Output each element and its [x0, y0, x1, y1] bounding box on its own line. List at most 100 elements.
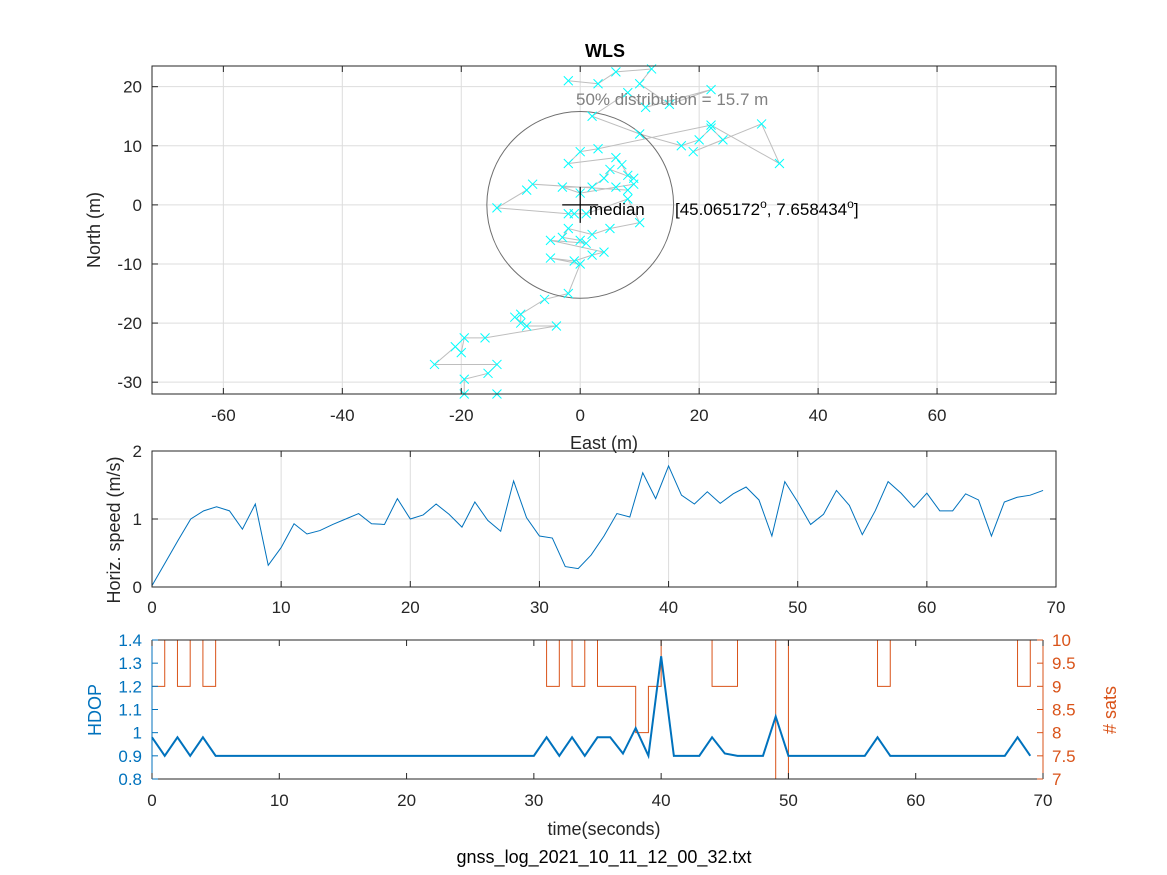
hdop-ticks: 0 10 20 30 40 50 60 70 0.8 0.9 1 1.1 1.2 1.3 1.4 7 7.5 8 8…	[118, 631, 1075, 810]
wls-axes-box	[151, 65, 1057, 395]
position-marker	[557, 232, 568, 243]
y-tick-label: 20	[123, 78, 142, 97]
y-tick-label: 1.3	[118, 654, 142, 673]
position-marker	[521, 185, 532, 195]
sats-line	[152, 639, 1031, 780]
position-marker	[563, 288, 574, 299]
position-marker	[515, 309, 526, 320]
x-tick-label: 20	[690, 406, 709, 425]
latlon-degree-1: o	[760, 197, 767, 211]
y-tick-label: 0	[133, 578, 142, 597]
x-tick-label: 0	[147, 791, 156, 810]
x-tick-label: 30	[524, 791, 543, 810]
x-tick-label: 40	[652, 791, 671, 810]
latlon-text-3: ]	[854, 200, 859, 219]
x-tick-label: -60	[211, 406, 236, 425]
position-marker	[509, 312, 520, 323]
y-tick-label: -20	[117, 314, 142, 333]
position-marker	[640, 102, 651, 113]
y-axis-label: Horiz. speed (m/s)	[104, 456, 124, 603]
wls-ticks: -60 -40 -20 0 20 40 60 -30 -20 -10 0 10 20	[117, 66, 1056, 425]
speed-panel: 0 10 20 30 40 50 60 70 0 1 2 Horiz. speed (m/s)	[104, 442, 1065, 617]
x-tick-label: 70	[1034, 791, 1053, 810]
x-tick-label: 50	[788, 598, 807, 617]
x-tick-label: 30	[530, 598, 549, 617]
position-marker	[599, 173, 609, 184]
position-marker	[581, 238, 592, 249]
hdop-axis-label: HDOP	[85, 684, 105, 736]
speed-line	[151, 464, 1044, 586]
x-tick-label: -40	[330, 406, 355, 425]
position-marker	[774, 158, 785, 169]
position-marker	[694, 135, 705, 145]
wls-grid	[152, 66, 1056, 394]
median-label: median	[589, 200, 645, 219]
position-marker	[545, 235, 556, 246]
x-tick-label: -20	[449, 406, 474, 425]
wls-panel: -60 -40 -20 0 20 40 60 -30 -20 -10 0 10 20 WLS 50% d…	[84, 41, 1057, 453]
position-marker	[459, 333, 470, 343]
x-tick-label: 40	[659, 598, 678, 617]
position-marker	[664, 99, 675, 110]
position-marker	[605, 223, 615, 234]
y-tick-label-right: 8	[1052, 724, 1061, 743]
position-marker	[492, 359, 502, 370]
position-marker	[587, 250, 597, 260]
median-cross	[562, 186, 599, 223]
x-axis-label: East (m)	[570, 433, 638, 453]
y-tick-label: -10	[117, 255, 142, 274]
position-marker	[718, 135, 728, 145]
position-marker	[622, 185, 633, 195]
x-tick-label: 60	[917, 598, 936, 617]
position-marker	[593, 78, 603, 89]
x-tick-label: 60	[906, 791, 925, 810]
position-marker	[616, 159, 627, 170]
hdop-line	[151, 656, 1032, 760]
y-tick-label: 2	[133, 442, 142, 461]
y-tick-label-right: 7	[1052, 770, 1061, 789]
y-tick-label: 0	[133, 196, 142, 215]
position-marker	[706, 123, 716, 133]
position-marker	[521, 321, 532, 331]
position-marker	[611, 67, 621, 77]
position-marker	[587, 182, 597, 193]
position-marker	[581, 208, 592, 219]
median-marker	[562, 186, 599, 223]
hdop-panel: 0 10 20 30 40 50 60 70 0.8 0.9 1 1.1 1.2 1.3 1.4 7 7.5 8 8…	[85, 631, 1120, 839]
position-marker	[450, 341, 461, 352]
latlon-text-2: , 7.658434	[767, 200, 847, 219]
position-marker	[557, 182, 568, 193]
x-tick-label: 20	[397, 791, 416, 810]
position-marker	[611, 152, 621, 163]
position-marker	[569, 208, 580, 219]
sats-axis-label: # sats	[1100, 686, 1120, 734]
x-tick-label: 20	[401, 598, 420, 617]
y-tick-label: 1	[133, 510, 142, 529]
y-tick-label: 1.1	[118, 701, 142, 720]
x-axis-label: time(seconds)	[547, 819, 660, 839]
position-marker	[634, 129, 645, 139]
position-marker	[611, 182, 621, 193]
position-marker	[480, 333, 490, 343]
x-tick-label: 0	[575, 406, 584, 425]
position-marker	[563, 223, 574, 234]
y-tick-label: 1	[133, 724, 142, 743]
position-marker	[492, 202, 502, 213]
position-marker	[593, 143, 603, 154]
x-tick-label: 70	[1047, 598, 1066, 617]
position-marker	[756, 119, 767, 129]
position-marker	[587, 111, 597, 122]
x-tick-label: 50	[779, 791, 798, 810]
position-marker	[599, 247, 609, 258]
speed-ticks: 0 10 20 30 40 50 60 70 0 1 2	[133, 442, 1066, 617]
position-marker	[634, 78, 645, 89]
position-marker	[575, 259, 586, 269]
distribution-label: 50% distribution = 15.7 m	[576, 90, 768, 109]
position-marker	[706, 120, 716, 130]
y-tick-label-right: 9	[1052, 677, 1061, 696]
wls-points	[429, 64, 785, 399]
y-axis-label: North (m)	[84, 192, 104, 268]
y-tick-label: 1.2	[118, 677, 142, 696]
y-tick-label: 10	[123, 137, 142, 156]
